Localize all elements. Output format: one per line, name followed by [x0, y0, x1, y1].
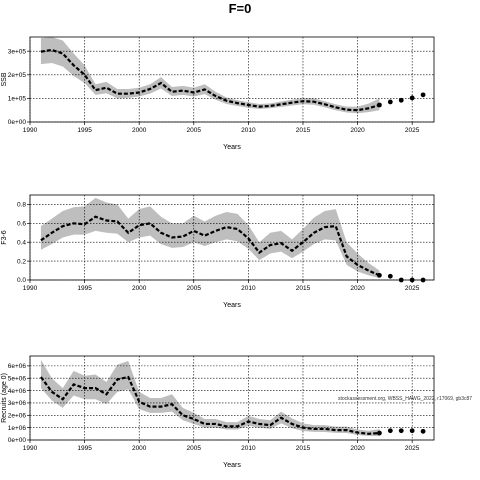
recruits-x-tick-label: 2005	[187, 445, 202, 452]
recruits-x-tick-label: 2020	[350, 445, 365, 452]
panel-recruits: 1990 1995 2000 2005 2010 2015 2020 2025 0e+00 1e+…	[1, 355, 435, 469]
recruits-y-tick-label: 3e+06	[8, 400, 27, 407]
ssb-forecast-point	[398, 97, 404, 103]
recruits-y-tick-label: 0e+00	[8, 437, 27, 444]
ssb-y-tick-label: 3e+05	[8, 48, 27, 55]
fbar-x-tick-label: 2015	[296, 285, 311, 292]
ssb-estimate-line	[40, 48, 380, 112]
fbar-y-tick-label: 0.8	[17, 202, 26, 209]
fbar-confidence-band	[40, 197, 380, 279]
fbar-y-tick-label: 0.2	[17, 258, 26, 265]
ssb-x-tick-label: 2015	[296, 127, 311, 134]
recruits-x-tick-label: 1995	[77, 445, 92, 452]
recruits-y-tick-label: 5e+06	[8, 375, 27, 382]
recruits-forecast-point	[409, 428, 415, 434]
ssb-x-tick-label: 1995	[77, 127, 92, 134]
recruits-x-tick-label: 1990	[23, 445, 38, 452]
panel-fbar: 1990 1995 2000 2005 2010 2015 2020 2025 0.0 0.2 0.…	[1, 194, 435, 309]
fbar-estimate-line	[40, 215, 380, 277]
ssb-forecast-point	[409, 95, 415, 101]
fbar-y-tick-label: 0.0	[17, 277, 26, 284]
panel-ssb: 1990 1995 2000 2005 2010 2015 2020 2025 0e+00 1e+…	[1, 36, 435, 151]
fbar-x-tick-label: 2005	[187, 285, 202, 292]
ssb-last-estimate-point	[377, 102, 382, 108]
ssb-x-tick-label: 2025	[405, 127, 420, 134]
recruits-y-axis-label: Recruits (age 0)	[1, 373, 8, 423]
ssb-y-tick-label: 2e+05	[8, 72, 27, 79]
fbar-x-tick-label: 2010	[241, 285, 256, 292]
ssb-forecast-point	[420, 92, 426, 98]
recruits-x-tick-label: 2000	[132, 445, 147, 452]
ssb-plot-frame	[29, 36, 435, 123]
recruits-x-tick-label: 2010	[241, 445, 256, 452]
fbar-x-tick-label: 1990	[23, 285, 38, 292]
fbar-forecast-point	[387, 273, 393, 279]
ssb-x-tick-label: 2005	[187, 127, 202, 134]
fbar-x-tick-label: 1995	[77, 285, 92, 292]
recruits-confidence-band	[40, 359, 380, 436]
figure-title: F=0	[229, 1, 252, 16]
fbar-x-axis-label: Years	[223, 302, 241, 309]
recruits-plot-frame	[29, 355, 435, 441]
fbar-y-axis-label: F3-6	[1, 230, 8, 245]
ssb-y-axis-label: SSB	[1, 72, 8, 86]
ssb-x-tick-label: 2000	[132, 127, 147, 134]
recruits-y-tick-label: 4e+06	[8, 388, 27, 395]
fbar-x-tick-label: 2025	[405, 285, 420, 292]
recruits-x-tick-label: 2025	[405, 445, 420, 452]
recruits-forecast-point	[420, 428, 426, 434]
fbar-last-estimate-point	[377, 272, 382, 278]
fbar-x-tick-label: 2020	[350, 285, 365, 292]
fbar-x-tick-label: 2000	[132, 285, 147, 292]
fbar-y-tick-label: 0.6	[17, 221, 26, 228]
ssb-x-tick-label: 2020	[350, 127, 365, 134]
fbar-plot-frame	[29, 194, 435, 281]
stockassessment-annotation: stockassessment.org, WBSS_HAWG_2022, r17…	[338, 396, 472, 402]
recruits-last-estimate-point	[377, 430, 382, 436]
ssb-x-tick-label: 2010	[241, 127, 256, 134]
ssb-x-axis-label: Years	[223, 144, 241, 151]
ssb-y-tick-label: 0e+00	[8, 119, 27, 126]
ssb-confidence-band	[40, 37, 380, 114]
fbar-y-tick-label: 0.4	[17, 239, 26, 246]
recruits-estimate-line	[40, 375, 380, 435]
recruits-y-tick-label: 6e+06	[8, 363, 27, 370]
recruits-forecast-point	[387, 428, 393, 434]
recruits-y-tick-label: 1e+06	[8, 425, 27, 432]
recruits-y-tick-label: 2e+06	[8, 412, 27, 419]
recruits-x-tick-label: 2015	[296, 445, 311, 452]
ssb-x-tick-label: 1990	[23, 127, 38, 134]
recruits-x-axis-label: Years	[223, 462, 241, 469]
ssb-y-tick-label: 1e+05	[8, 96, 27, 103]
recruits-forecast-point	[398, 428, 404, 434]
ssb-forecast-point	[387, 99, 393, 105]
